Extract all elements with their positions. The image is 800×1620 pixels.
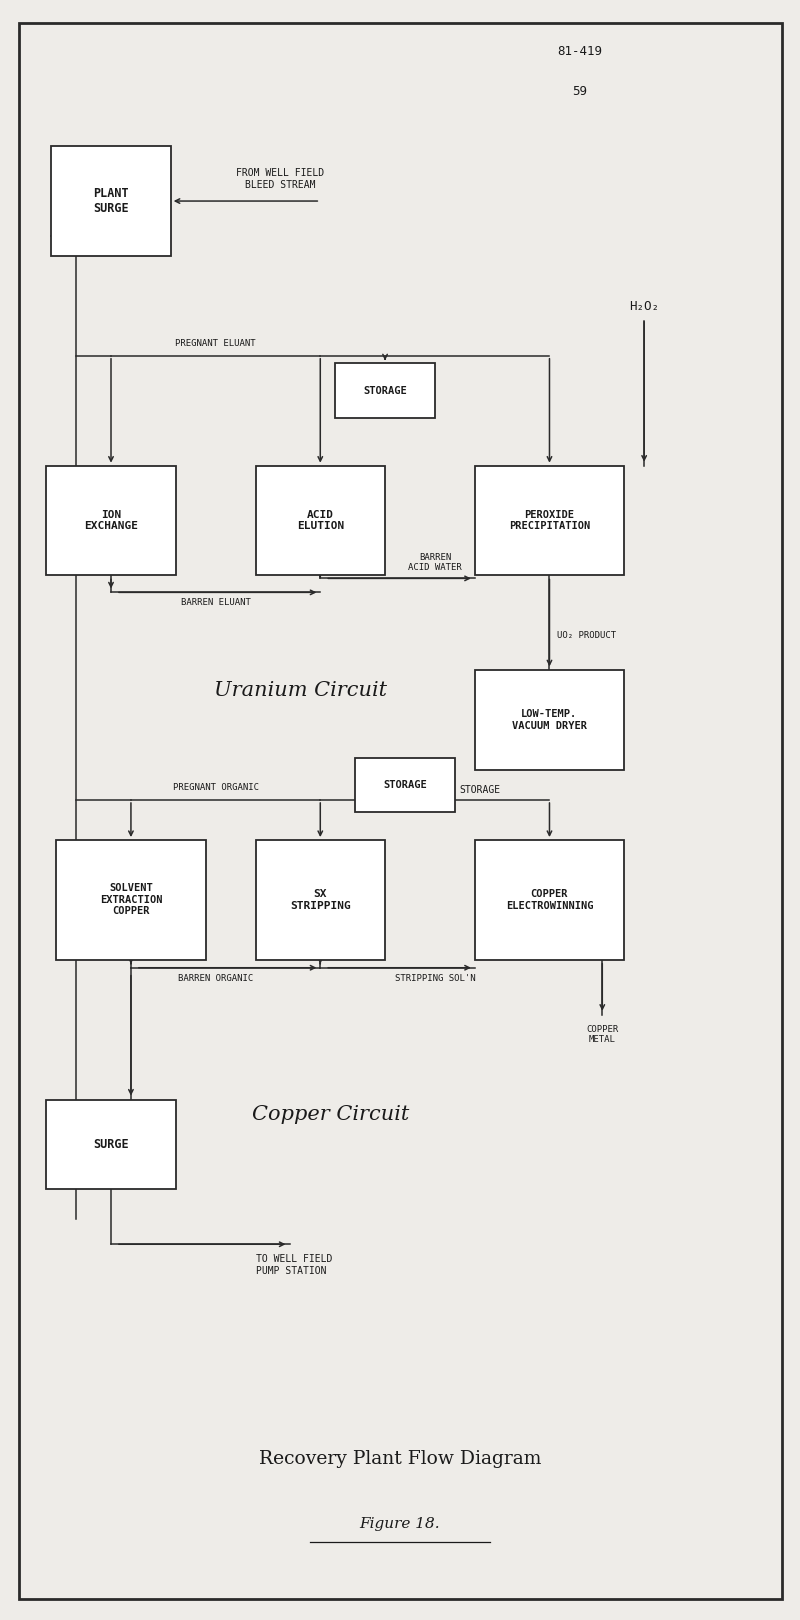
Text: STORAGE: STORAGE <box>383 781 427 791</box>
Text: 81-419: 81-419 <box>557 45 602 58</box>
Text: LOW-TEMP.
VACUUM DRYER: LOW-TEMP. VACUUM DRYER <box>512 710 587 731</box>
FancyBboxPatch shape <box>56 839 206 959</box>
FancyBboxPatch shape <box>51 146 170 256</box>
Text: COPPER
ELECTROWINNING: COPPER ELECTROWINNING <box>506 889 594 910</box>
Text: PREGNANT ORGANIC: PREGNANT ORGANIC <box>173 782 258 792</box>
Text: PEROXIDE
PRECIPITATION: PEROXIDE PRECIPITATION <box>509 510 590 531</box>
Text: TO WELL FIELD
PUMP STATION: TO WELL FIELD PUMP STATION <box>255 1254 332 1277</box>
FancyBboxPatch shape <box>335 363 435 418</box>
FancyBboxPatch shape <box>355 758 455 813</box>
Text: STORAGE: STORAGE <box>363 386 407 395</box>
Text: PLANT
SURGE: PLANT SURGE <box>93 186 129 215</box>
Text: SOLVENT
EXTRACTION
COPPER: SOLVENT EXTRACTION COPPER <box>100 883 162 917</box>
Text: Copper Circuit: Copper Circuit <box>252 1105 409 1124</box>
Text: H₂O₂: H₂O₂ <box>629 300 659 313</box>
Text: UO₂ PRODUCT: UO₂ PRODUCT <box>558 630 617 640</box>
FancyBboxPatch shape <box>474 671 624 770</box>
Text: STORAGE: STORAGE <box>460 786 501 795</box>
FancyBboxPatch shape <box>474 839 624 959</box>
Text: SURGE: SURGE <box>93 1137 129 1150</box>
Text: BARREN
ACID WATER: BARREN ACID WATER <box>408 552 462 572</box>
FancyBboxPatch shape <box>46 1100 176 1189</box>
Text: 59: 59 <box>572 84 587 97</box>
Text: Recovery Plant Flow Diagram: Recovery Plant Flow Diagram <box>259 1450 541 1468</box>
Text: ACID
ELUTION: ACID ELUTION <box>297 510 344 531</box>
FancyBboxPatch shape <box>255 465 385 575</box>
Text: PREGNANT ELUANT: PREGNANT ELUANT <box>175 339 256 348</box>
Text: COPPER
METAL: COPPER METAL <box>586 1024 618 1043</box>
Text: FROM WELL FIELD
BLEED STREAM: FROM WELL FIELD BLEED STREAM <box>236 168 325 190</box>
FancyBboxPatch shape <box>46 465 176 575</box>
Text: Figure 18.: Figure 18. <box>360 1516 440 1531</box>
Text: Uranium Circuit: Uranium Circuit <box>214 680 387 700</box>
Text: SX
STRIPPING: SX STRIPPING <box>290 889 350 910</box>
Text: BARREN ELUANT: BARREN ELUANT <box>181 598 250 608</box>
Text: BARREN ORGANIC: BARREN ORGANIC <box>178 974 254 983</box>
Text: STRIPPING SOL'N: STRIPPING SOL'N <box>394 974 475 983</box>
Text: ION
EXCHANGE: ION EXCHANGE <box>84 510 138 531</box>
FancyBboxPatch shape <box>474 465 624 575</box>
FancyBboxPatch shape <box>255 839 385 959</box>
